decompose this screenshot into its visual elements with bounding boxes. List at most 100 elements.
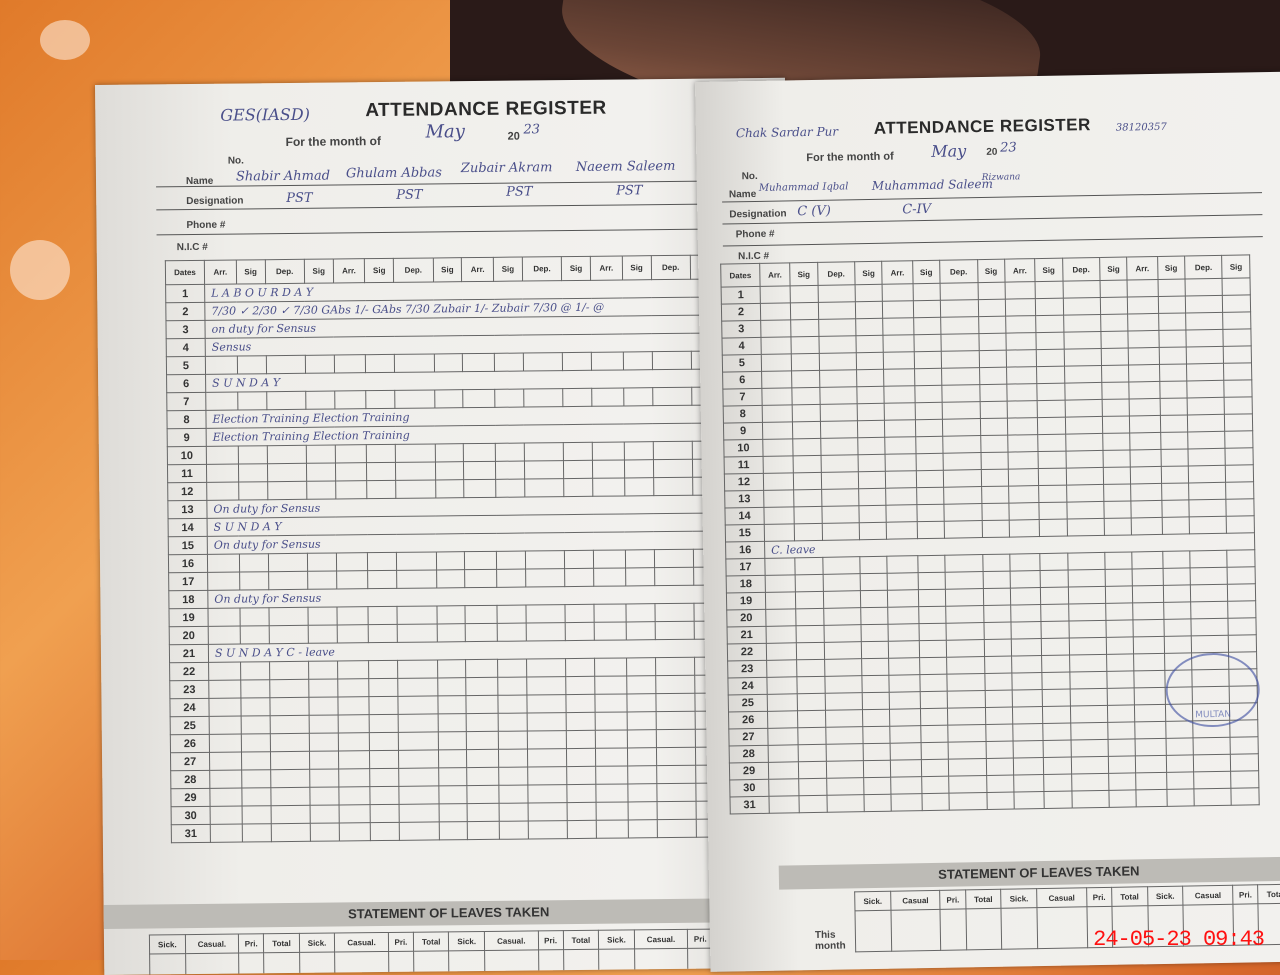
date-cell: 20: [169, 626, 209, 645]
attendance-cell: [498, 767, 528, 786]
attendance-cell: [395, 461, 436, 481]
column-header: Dep.: [939, 259, 978, 284]
attendance-cell: [980, 452, 1009, 470]
attendance-cell: [793, 489, 822, 507]
attendance-cell: [861, 641, 890, 659]
attendance-cell: [306, 463, 336, 482]
leave-header: Total: [563, 930, 599, 950]
attendance-cell: [1107, 704, 1136, 723]
attendance-cell: [797, 693, 826, 711]
attendance-cell: [653, 459, 693, 478]
attendance-cell: [1043, 774, 1072, 792]
attendance-cell: [523, 352, 563, 372]
leave-header: Total: [1111, 886, 1148, 907]
attendance-cell: [913, 351, 942, 369]
rule: [722, 192, 1263, 203]
attendance-cell: [652, 387, 692, 406]
attendance-cell: [367, 480, 397, 499]
attendance-cell: [525, 568, 565, 588]
attendance-cell: [983, 639, 1012, 657]
attendance-cell: [1070, 756, 1109, 775]
attendance-cell: [885, 436, 916, 455]
attendance-cell: [370, 822, 400, 841]
attendance-cell: [818, 318, 856, 337]
date-cell: 2: [721, 303, 761, 322]
attendance-cell: [913, 334, 942, 352]
phone-label: Phone #: [735, 228, 775, 241]
attendance-cell: [1108, 772, 1137, 791]
attendance-cell: [241, 769, 271, 789]
attendance-cell: [525, 604, 566, 624]
date-cell: 11: [724, 456, 764, 475]
attendance-cell: [398, 695, 438, 715]
date-cell: 13: [724, 490, 764, 509]
attendance-cell: [1107, 721, 1136, 740]
attendance-cell: [1185, 295, 1224, 313]
attendance-cell: [209, 770, 242, 789]
attendance-cell: [591, 351, 624, 371]
attendance-cell: [1036, 383, 1065, 401]
attendance-cell: [1160, 448, 1189, 467]
attendance-cell: [334, 390, 367, 410]
attendance-cell: [1163, 618, 1192, 637]
column-header: Dep.: [817, 261, 856, 286]
attendance-cell: [269, 679, 309, 698]
attendance-cell: [1038, 468, 1067, 486]
attendance-cell: [626, 693, 656, 712]
date-cell: 29: [729, 762, 769, 781]
attendance-cell: [655, 693, 695, 712]
attendance-cell: [497, 659, 527, 678]
attendance-cell: [1136, 789, 1167, 807]
date-cell: 4: [721, 337, 762, 356]
attendance-cell: [437, 713, 467, 732]
column-header: Dep.: [1062, 257, 1100, 282]
attendance-cell: [1041, 655, 1070, 673]
attendance-cell: [438, 821, 468, 840]
attendance-cell: [1190, 601, 1229, 619]
attendance-cell: [1128, 364, 1160, 382]
attendance-cell: [241, 823, 271, 843]
attendance-cell: [886, 521, 918, 540]
attendance-cell: [1008, 485, 1040, 504]
attendance-cell: [592, 441, 625, 461]
attendance-cell: [884, 385, 915, 404]
attendance-cell: [1105, 568, 1133, 587]
attendance-cell: [887, 555, 918, 574]
attendance-cell: [765, 608, 797, 627]
school-note: GES(IASD): [220, 104, 310, 125]
attendance-cell: [241, 805, 271, 825]
attendance-cell: [984, 690, 1013, 708]
attendance-cell: [1185, 278, 1223, 296]
attendance-cell: [1106, 636, 1134, 655]
attendance-cell: [1069, 671, 1108, 690]
attendance-cell: [1008, 468, 1039, 487]
attendance-cell: [435, 479, 465, 498]
attendance-cell: [1064, 399, 1103, 418]
attendance-cell: [593, 549, 626, 569]
attendance-cell: [366, 462, 396, 481]
attendance-cell: [395, 479, 436, 499]
attendance-cell: [1013, 757, 1044, 776]
attendance-cell: [1070, 722, 1109, 741]
date-cell: 2: [165, 302, 205, 321]
attendance-cell: [627, 765, 657, 784]
attendance-cell: [1035, 315, 1064, 333]
leave-header: Total: [965, 889, 1002, 909]
attendance-cell: [1188, 482, 1227, 500]
attendance-cell: [1132, 551, 1163, 569]
attendance-cell: [768, 761, 799, 780]
attendance-cell: [1063, 331, 1102, 350]
attendance-cell: [369, 750, 399, 769]
no-label: No.: [741, 170, 758, 183]
attendance-cell: [437, 677, 467, 696]
attendance-cell: [308, 696, 338, 716]
attendance-cell: [914, 385, 943, 403]
attendance-cell: [1228, 634, 1257, 653]
column-header: Arr.: [759, 262, 791, 287]
name-label: Name: [728, 188, 757, 201]
attendance-cell: [917, 555, 946, 573]
column-header: Dep.: [650, 255, 691, 280]
date-cell: 10: [723, 439, 764, 458]
attendance-cell: [655, 675, 695, 694]
attendance-cell: [944, 520, 982, 539]
